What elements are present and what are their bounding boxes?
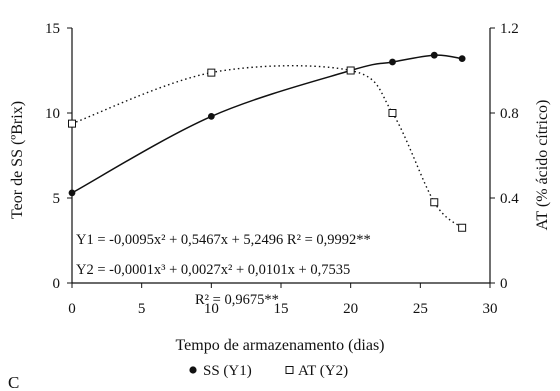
data-point-ss: [430, 51, 438, 59]
data-point-at: [458, 223, 467, 232]
legend-marker-at: [285, 366, 294, 374]
equation-y1: Y1 = -0,0095x² + 0,5467x + 5,2496 R² = 0…: [76, 232, 371, 248]
y-right-tick-label: 0.4: [500, 191, 519, 207]
x-tick-label: 15: [274, 301, 289, 317]
data-point-ss: [458, 55, 466, 62]
y-left-axis-title: Teor de SS (ºBrix): [9, 101, 26, 219]
data-point-ss: [207, 113, 215, 120]
data-point-at: [68, 119, 76, 128]
y-left-tick-label: 15: [45, 21, 60, 37]
x-tick-label: 10: [204, 301, 219, 317]
x-tick-label: 0: [68, 301, 76, 317]
y-right-axis-title: AT (% ácido cítrico): [534, 100, 551, 231]
equation-y2: Y2 = -0,0001x³ + 0,0027x² + 0,0101x + 0,…: [76, 262, 350, 278]
data-point-at: [346, 66, 355, 75]
data-markers: [68, 51, 467, 232]
data-point-at: [430, 198, 439, 207]
series-line-0: [71, 54, 463, 194]
data-point-at: [207, 68, 216, 77]
x-tick-label: 20: [343, 301, 358, 317]
y-left-tick-label: 5: [53, 191, 61, 207]
data-point-ss: [389, 58, 396, 66]
data-point-at: [388, 109, 397, 117]
axes: [67, 27, 495, 288]
legend-label-ss: SS (Y1): [203, 363, 252, 379]
x-tick-label: 5: [138, 301, 146, 317]
x-tick-label: 30: [483, 301, 498, 317]
fit-curves: [71, 54, 463, 229]
x-axis-title: Tempo de armazenamento (dias): [175, 337, 384, 354]
x-tick-label: 25: [413, 301, 428, 317]
y-right-tick-label: 1.2: [500, 21, 519, 37]
y-right-tick-label: 0: [500, 276, 508, 292]
panel-label: C: [8, 373, 19, 391]
legend-label-at: AT (Y2): [298, 363, 348, 379]
equation-y2-r2: R² = 0,9675**: [195, 292, 279, 308]
y-left-tick-label: 0: [53, 276, 61, 292]
legend-marker-ss: [189, 366, 197, 374]
legend: SS (Y1) AT (Y2): [189, 363, 348, 379]
data-point-ss: [68, 189, 76, 197]
y-right-tick-label: 0.8: [500, 106, 519, 122]
y-left-tick-label: 10: [45, 106, 60, 122]
series-line-1: [71, 65, 463, 229]
